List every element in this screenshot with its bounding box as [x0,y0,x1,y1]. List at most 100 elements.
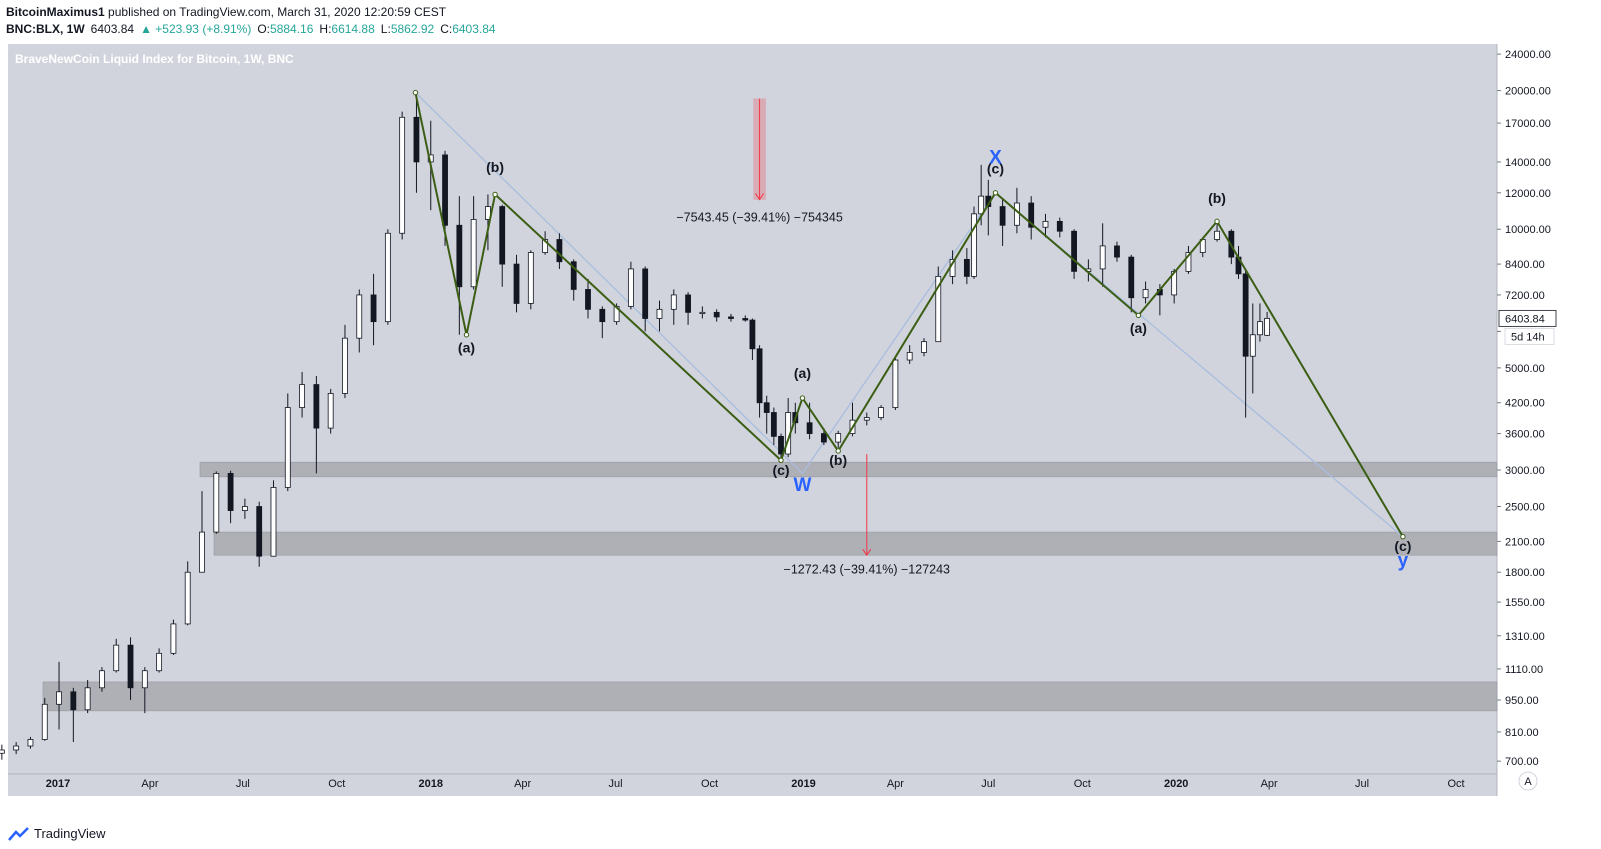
degree-label: W [793,475,811,496]
candle-body [599,308,606,323]
candle [299,371,305,418]
candle-body [299,384,305,408]
wave-pivot [799,395,806,401]
price-axis-background [1497,44,1560,796]
candle-body [542,239,549,253]
candle [642,266,649,332]
candle-body [656,308,663,319]
x-tick-label: Oct [1074,778,1091,790]
y-tick-label: 1310.00 [1505,631,1545,643]
candle-body [513,263,520,304]
candle [770,407,777,446]
candle-body [456,224,463,288]
candle-body [127,644,134,689]
candle-body [0,749,5,754]
candle-body [99,670,105,689]
candle [370,273,377,346]
candle-body [1128,256,1135,299]
x-tick-label: Jul [236,778,250,790]
candle [313,376,320,474]
candle-body [935,275,942,343]
candle [713,309,720,322]
candle-body [213,473,220,533]
wave-pivot [992,190,999,196]
x-tick-label: 2017 [46,778,70,790]
candle-body [256,506,263,557]
candle [41,697,48,741]
candle [1249,303,1256,394]
x-tick-label: Apr [887,778,904,790]
x-tick-label: 2018 [419,778,443,790]
candle-body [585,289,591,310]
candle-body [892,359,899,408]
candle-body [685,294,691,313]
x-tick-label: Jul [981,778,995,790]
footer-brand[interactable]: TradingView [8,826,106,841]
x-tick-label: Jul [1355,778,1369,790]
candle [685,292,691,325]
x-tick-label: Jul [609,778,623,790]
y-tick-label: 14000.00 [1505,157,1551,169]
candle [0,744,5,760]
candle-body [270,487,277,557]
candle-body [1264,317,1270,336]
x-tick-label: Apr [1261,778,1278,790]
candle-body [170,623,177,654]
candle [1214,221,1220,242]
y-tick-label: 5000.00 [1505,363,1545,375]
high-value: 6614.88 [331,22,375,36]
candle [585,278,591,319]
open-value: 5884.16 [270,22,314,36]
candle-body [806,422,813,434]
y-tick-label: 10000.00 [1505,224,1551,236]
y-tick-label: 810.00 [1505,727,1539,739]
candle [1028,196,1035,240]
candle [284,393,291,492]
candle [656,300,663,332]
candle [863,412,870,426]
candle-body [878,407,884,418]
y-tick-label: 2500.00 [1505,502,1545,514]
candle-body [184,571,191,625]
wave-label: (c) [772,462,789,478]
candle [728,313,734,322]
candle [356,289,363,353]
low-label: L: [380,22,391,36]
candle-body [699,311,706,314]
open-label: O: [257,22,271,36]
author-name[interactable]: BitcoinMaximus1 [6,5,105,19]
candle [1264,311,1270,337]
candle-body [742,318,749,321]
candle-body [27,739,34,747]
candle [342,324,348,399]
last-price-label: 6403.84 [1505,313,1545,325]
candle [878,405,884,421]
y-tick-label: 700.00 [1505,756,1539,768]
candle [921,338,927,357]
candle-body [999,206,1006,226]
candle-body [41,703,48,740]
y-tick-label: 17000.00 [1505,118,1551,130]
candle [1142,281,1149,304]
candle-body [156,652,163,672]
candle-body [399,116,406,234]
candle-body [1185,252,1192,272]
candle [542,231,549,255]
y-tick-label: 4200.00 [1505,398,1545,410]
x-tick-label: Apr [141,778,158,790]
auto-scale-button [1518,771,1538,791]
candle-body [284,407,291,488]
candle [99,667,105,692]
candle [1114,241,1120,262]
candle-body [356,294,363,339]
wave-line [414,92,1404,538]
y-tick-label: 24000.00 [1505,49,1551,61]
candle [971,206,977,279]
candle [27,736,34,749]
candle-body [1249,334,1256,357]
candle [56,661,62,730]
x-tick-label: Oct [701,778,718,790]
y-tick-label: 1550.00 [1505,597,1545,609]
wave-pivot [1135,312,1142,319]
